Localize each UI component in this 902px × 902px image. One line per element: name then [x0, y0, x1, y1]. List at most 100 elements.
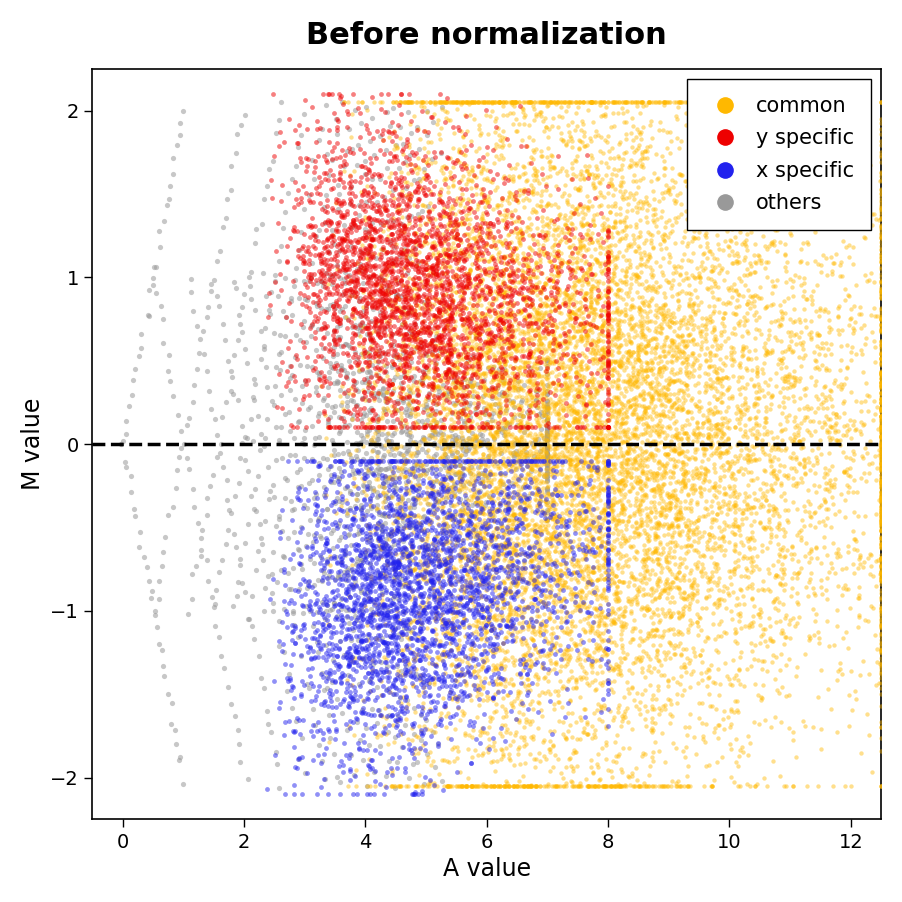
- Point: [615, 328, 630, 343]
- Point: [598, 465, 612, 480]
- Point: [423, 566, 437, 580]
- Point: [353, 244, 367, 258]
- Point: [649, 576, 664, 591]
- Point: [441, 355, 456, 370]
- Point: [874, 356, 888, 371]
- Point: [465, 590, 480, 604]
- Point: [617, 424, 631, 438]
- Point: [410, 633, 424, 648]
- Point: [621, 374, 636, 389]
- Point: [481, 454, 495, 468]
- Point: [779, 264, 794, 279]
- Point: [400, 655, 415, 669]
- Point: [489, 641, 503, 656]
- Point: [386, 508, 400, 522]
- Point: [493, 95, 508, 109]
- Point: [309, 499, 324, 513]
- Point: [718, 626, 732, 640]
- Point: [580, 485, 594, 500]
- Point: [415, 315, 429, 329]
- Point: [548, 509, 563, 523]
- Point: [822, 192, 836, 207]
- Point: [652, 408, 667, 422]
- Point: [498, 630, 512, 644]
- Point: [169, 481, 183, 495]
- Point: [375, 687, 390, 702]
- Point: [409, 570, 423, 584]
- Point: [388, 546, 402, 560]
- Point: [435, 99, 449, 114]
- Point: [383, 262, 398, 276]
- Point: [598, 609, 612, 623]
- Point: [556, 354, 570, 369]
- Point: [492, 397, 506, 411]
- Point: [588, 602, 603, 616]
- Point: [460, 419, 474, 434]
- Point: [434, 182, 448, 197]
- Point: [466, 568, 481, 583]
- Point: [362, 224, 376, 238]
- Point: [436, 482, 450, 496]
- Point: [434, 373, 448, 388]
- Point: [364, 537, 379, 551]
- Point: [692, 403, 706, 418]
- Point: [358, 355, 373, 370]
- Point: [475, 506, 490, 520]
- Point: [501, 512, 515, 527]
- Point: [554, 651, 568, 666]
- Point: [505, 446, 520, 460]
- Point: [592, 415, 606, 429]
- Point: [513, 446, 528, 460]
- Point: [554, 594, 568, 608]
- Point: [511, 369, 525, 383]
- Point: [633, 389, 648, 403]
- Point: [641, 472, 656, 486]
- Point: [762, 630, 777, 645]
- Point: [858, 509, 872, 523]
- Point: [318, 369, 332, 383]
- Point: [611, 429, 625, 444]
- Point: [594, 533, 609, 548]
- Point: [446, 600, 460, 614]
- Point: [778, 344, 792, 358]
- Point: [750, 364, 764, 379]
- Point: [548, 476, 563, 491]
- Point: [560, 340, 575, 354]
- Point: [391, 275, 405, 290]
- Point: [851, 561, 866, 575]
- Point: [530, 695, 545, 710]
- Point: [548, 684, 562, 698]
- Point: [682, 298, 696, 312]
- Point: [465, 634, 479, 649]
- Point: [786, 389, 800, 403]
- Point: [589, 637, 603, 651]
- Point: [732, 613, 746, 628]
- Point: [343, 640, 357, 655]
- Point: [498, 403, 512, 418]
- Point: [365, 169, 380, 183]
- Point: [572, 472, 586, 486]
- Point: [415, 621, 429, 635]
- Point: [739, 502, 753, 516]
- Point: [575, 374, 589, 389]
- Point: [396, 391, 410, 405]
- Point: [365, 560, 380, 575]
- Point: [388, 291, 402, 306]
- Point: [762, 345, 777, 360]
- Point: [450, 102, 465, 116]
- Point: [454, 350, 468, 364]
- Point: [364, 660, 379, 675]
- Point: [422, 344, 437, 358]
- Point: [411, 289, 426, 303]
- Point: [364, 752, 378, 767]
- Point: [345, 186, 360, 200]
- Point: [438, 472, 453, 486]
- Point: [372, 230, 386, 244]
- Point: [398, 502, 412, 516]
- Point: [354, 471, 369, 485]
- Point: [640, 534, 655, 548]
- Point: [626, 368, 640, 382]
- Point: [443, 292, 457, 307]
- Point: [414, 457, 428, 472]
- Point: [399, 356, 413, 371]
